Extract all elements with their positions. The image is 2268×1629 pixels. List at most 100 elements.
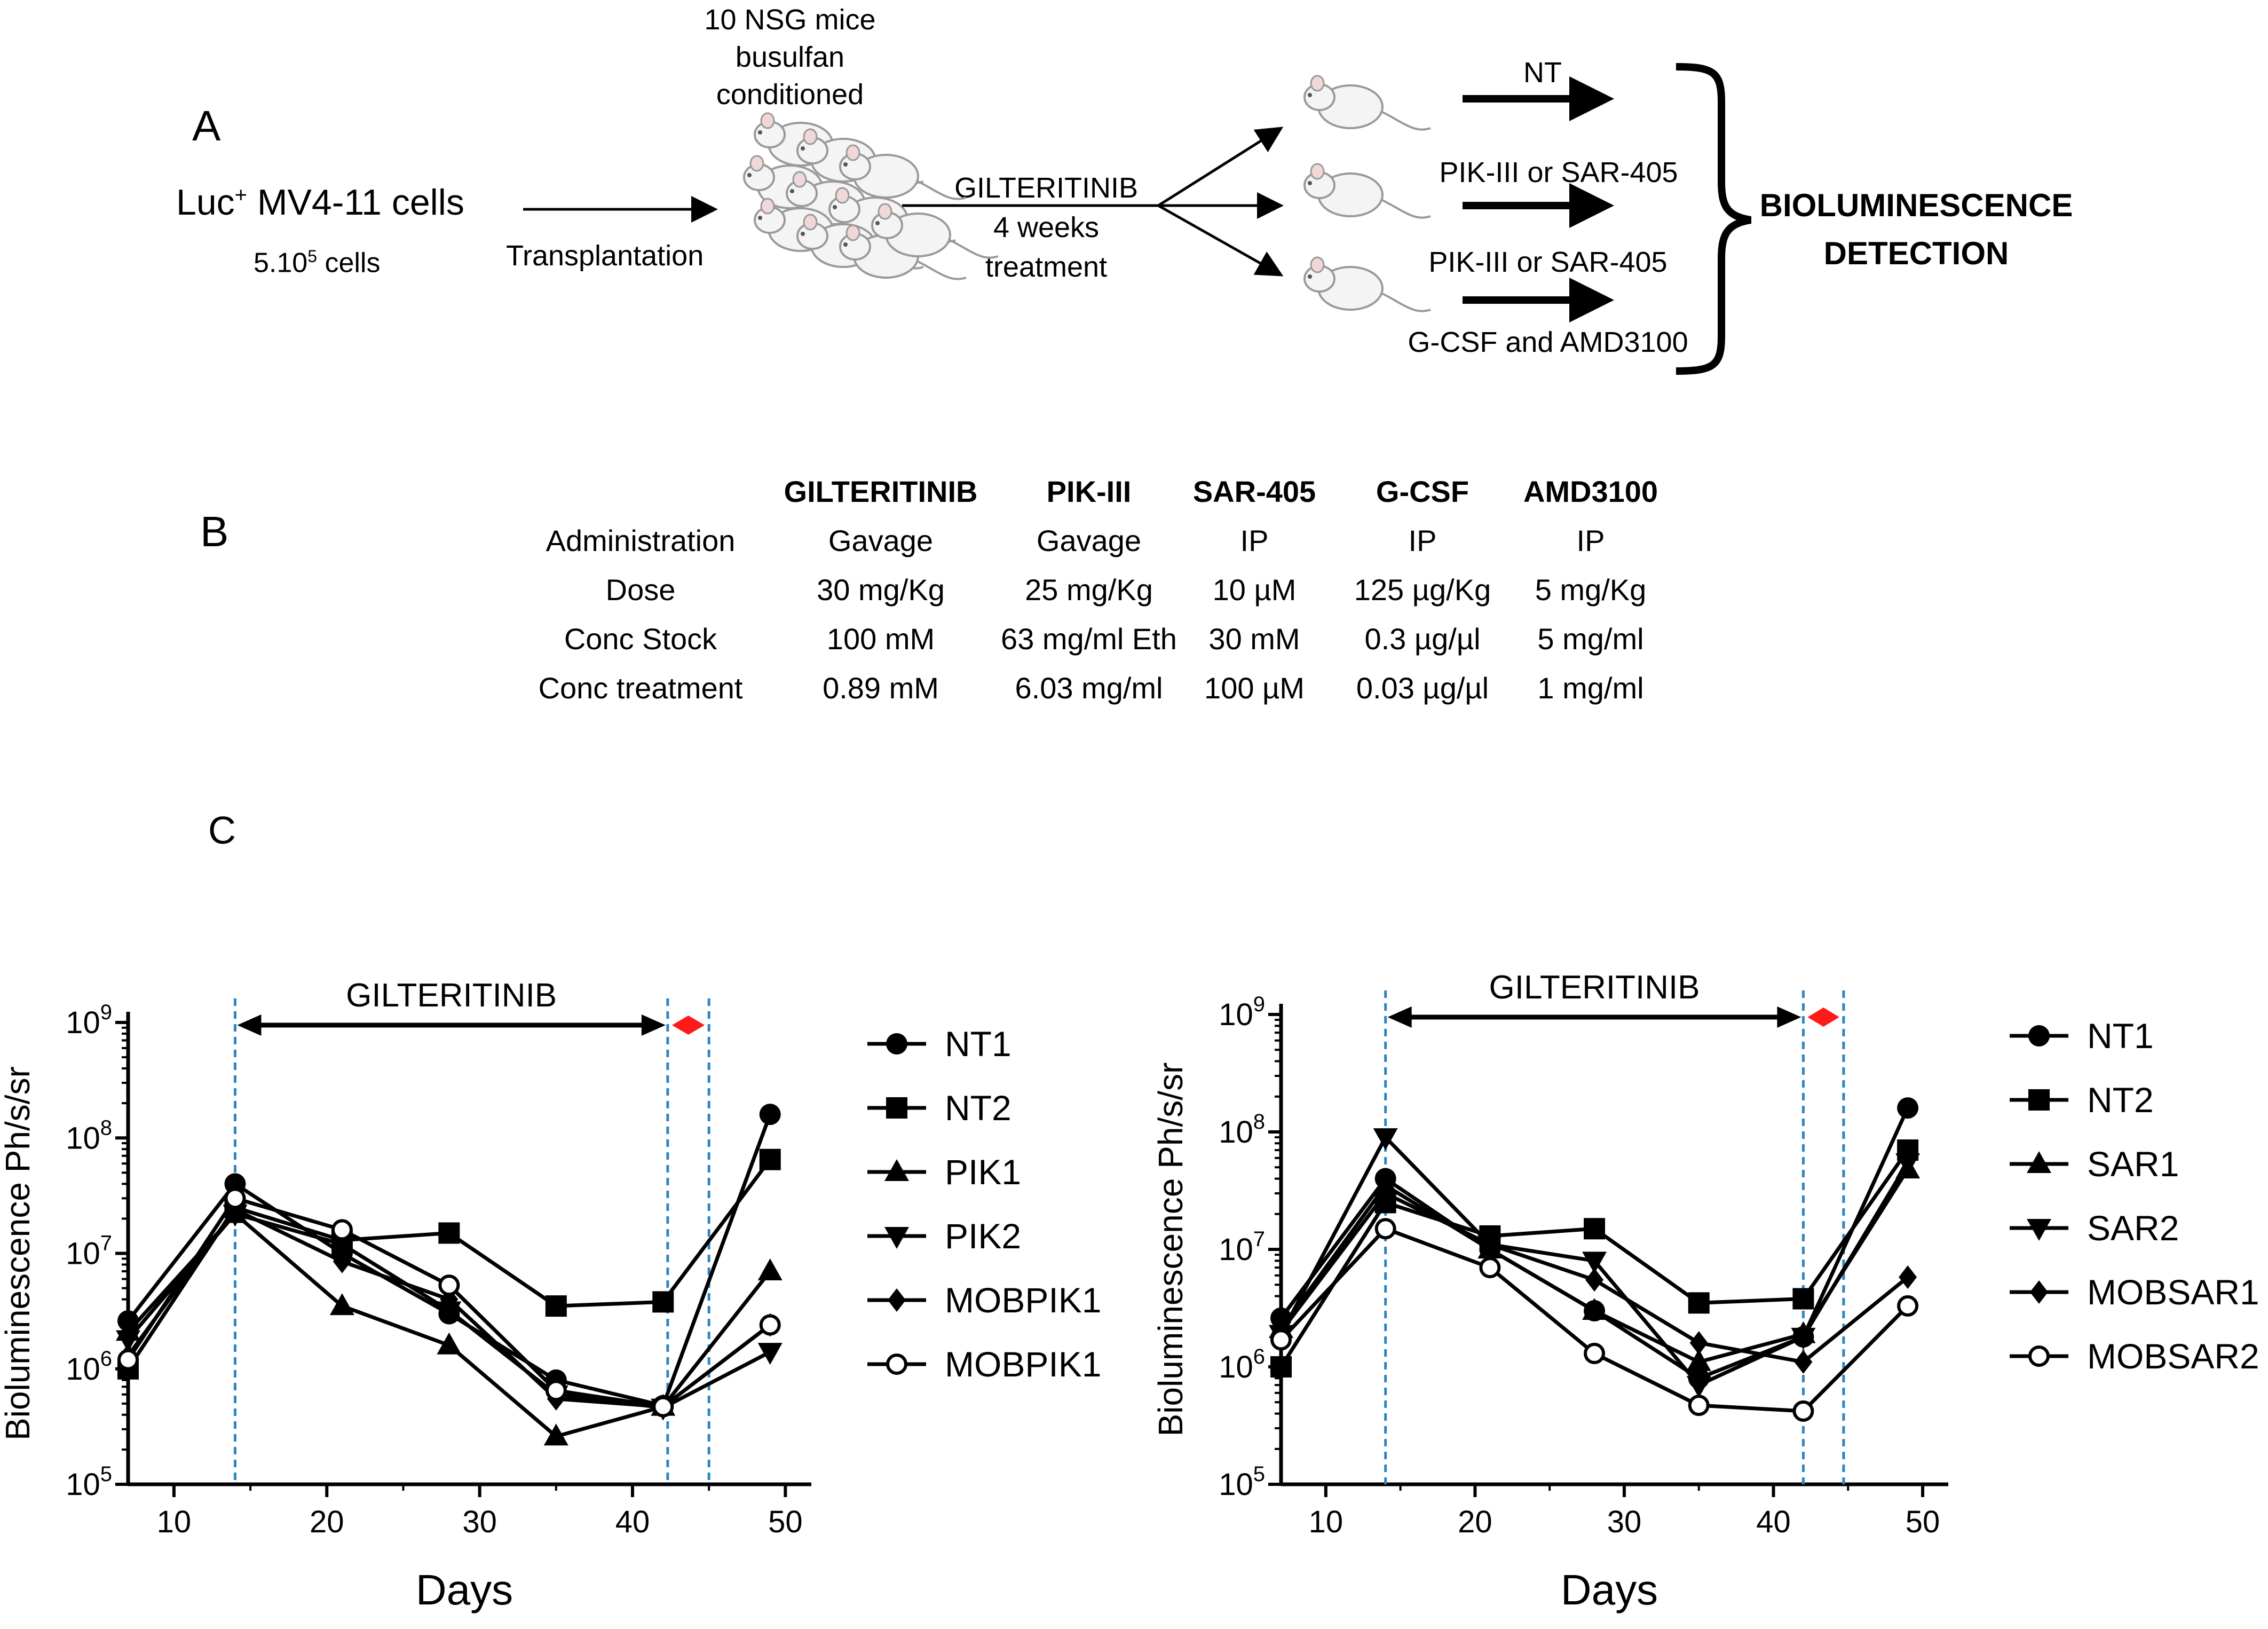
data-point [1792,1400,1814,1422]
series-points-mobpik1 [117,1187,781,1418]
series-points-mobsar2 [1270,1218,1919,1422]
legend-symbol [2027,1219,2051,1241]
branch-arrow-top [1157,127,1284,207]
data-point [1897,1295,1919,1317]
y-tick-label: 107 [66,1232,112,1271]
data-point [1582,1298,1607,1320]
legend-marker [867,1288,926,1312]
table-cell: IP [1408,524,1437,557]
x-tick-label: 50 [768,1505,803,1539]
legend-item: NT1 [2007,1009,2154,1063]
chart-left: 105 106 107 108 109 10 20 30 40 50 Days Bioluminesc… [0,977,811,1614]
y-tick-label: 106 [1219,1345,1265,1384]
series-points-mobsar1 [1272,1182,1917,1374]
data-point [1688,1395,1710,1416]
table-row: Dose 30 mg/Kg 25 mg/Kg 10 µM 125 µg/Kg 5… [512,568,1660,617]
table-cell: 10 µM [1212,573,1297,607]
cells-label: Luc+ MV4-11 cells [176,182,464,223]
data-point [543,1423,568,1446]
row-label: Administration [546,524,736,557]
data-point [545,1295,567,1317]
legend-label: MOBSAR1 [2087,1272,2259,1312]
legend-label: SAR1 [2087,1144,2179,1184]
cells-count: 5.105 cells [254,247,381,279]
data-point [116,1330,140,1352]
mouse-arm-1 [1303,75,1432,131]
x-tick-label: 30 [1607,1505,1642,1539]
legend-symbol [2028,1025,2050,1046]
series-line-nt1 [127,1113,772,1408]
header-blank [512,470,769,519]
legend-symbol [886,1033,907,1054]
legend-item: MOBSAR1 [2007,1265,2259,1319]
table-cell: 100 µM [1204,671,1305,705]
data-point [1895,1153,1921,1176]
legend-marker [2010,1280,2068,1304]
table-cell: Gavage [1036,524,1142,557]
legend-symbol [2028,1345,2050,1367]
y-axis-label: Bioluminescence Ph/s/sr [0,1066,37,1441]
arm1-label: NT [1523,57,1562,89]
legend-item: SAR2 [2007,1201,2179,1255]
legend-label: NT2 [945,1088,1011,1128]
legend-symbol [884,1227,909,1249]
arm3-label-top: PIK-III or SAR-405 [1428,246,1668,278]
table-cell: 0.03 µg/µl [1356,671,1489,705]
table-cell: 6.03 mg/ml [1015,671,1163,705]
header-amd3100: AMD3100 [1523,475,1658,508]
table-cell: 5 mg/ml [1537,622,1644,656]
series-points-nt1 [117,1104,781,1416]
arm3-label-bottom: G-CSF and AMD3100 [1408,326,1688,358]
legend-item: PIK2 [865,1209,1021,1263]
y-tick-label: 108 [1219,1110,1265,1150]
legend-marker [867,1159,926,1181]
data-point [438,1222,460,1244]
mice-label: 10 NSG mice busulfan conditioned [704,4,876,111]
transplant-label: Transplantation [506,240,704,272]
data-point [1688,1292,1710,1314]
x-tick-label: 40 [615,1505,650,1539]
legend-marker [867,1097,926,1119]
y-axis-label: Bioluminescence Ph/s/sr [1151,1063,1190,1437]
y-tick-label: 105 [66,1462,112,1502]
branch-arrow-bottom [1157,204,1284,277]
legend-item: MOBPIK1 [865,1273,1101,1327]
data-point [437,1332,462,1355]
legend-label: PIK2 [945,1216,1022,1256]
legend-label: MOBPIK1 [945,1280,1102,1320]
data-point [759,1104,781,1126]
mobilization-arrow [671,1016,705,1035]
x-tick-label: 30 [462,1505,497,1539]
detection-label: BIOLUMINESCENCE DETECTION [1759,187,2073,271]
x-tick-label: 40 [1756,1505,1791,1539]
legend-symbol [886,1097,907,1119]
data-point [1373,1128,1398,1151]
data-point [117,1349,139,1371]
table-row: Conc Stock 100 mM 63 mg/ml Eth 30 mM 0.3… [512,617,1660,666]
legend-item: PIK1 [865,1145,1021,1199]
mobilization-arrow [1807,1008,1839,1027]
legend-label: NT2 [2087,1080,2154,1120]
table-cell: 1 mg/ml [1537,671,1644,705]
table-cell: 0.3 µg/µl [1364,622,1481,656]
panel-b-letter: B [200,508,229,555]
x-tick-label: 20 [310,1505,344,1539]
header-pik-iii: PIK-III [1046,475,1132,508]
data-point [1481,1232,1499,1256]
chart-right: 105 106 107 108 109 10 20 30 40 50 Days Bioluminesc… [1151,969,1948,1614]
table-cell: 30 mg/Kg [817,573,945,607]
treatment-arrow-head-left [237,1014,262,1036]
legend-item: MOBPIK1 [865,1337,1101,1391]
panel-c-letter: C [208,809,236,852]
data-point [757,1343,783,1365]
legend-marker [2010,1219,2068,1241]
treatment-label: GILTERITINIB 4 weeks treatment [954,172,1139,283]
treatment-arrow-head-right [641,1014,666,1036]
legend-marker [2010,1025,2068,1046]
right-brace [1676,63,1752,375]
panel-a-letter: A [192,102,221,149]
data-point [331,1219,353,1241]
legend-symbol [884,1159,909,1181]
data-point [652,1396,674,1418]
dose-table: GILTERITINIB PIK-III SAR-405 G-CSF AMD31… [512,470,1660,715]
